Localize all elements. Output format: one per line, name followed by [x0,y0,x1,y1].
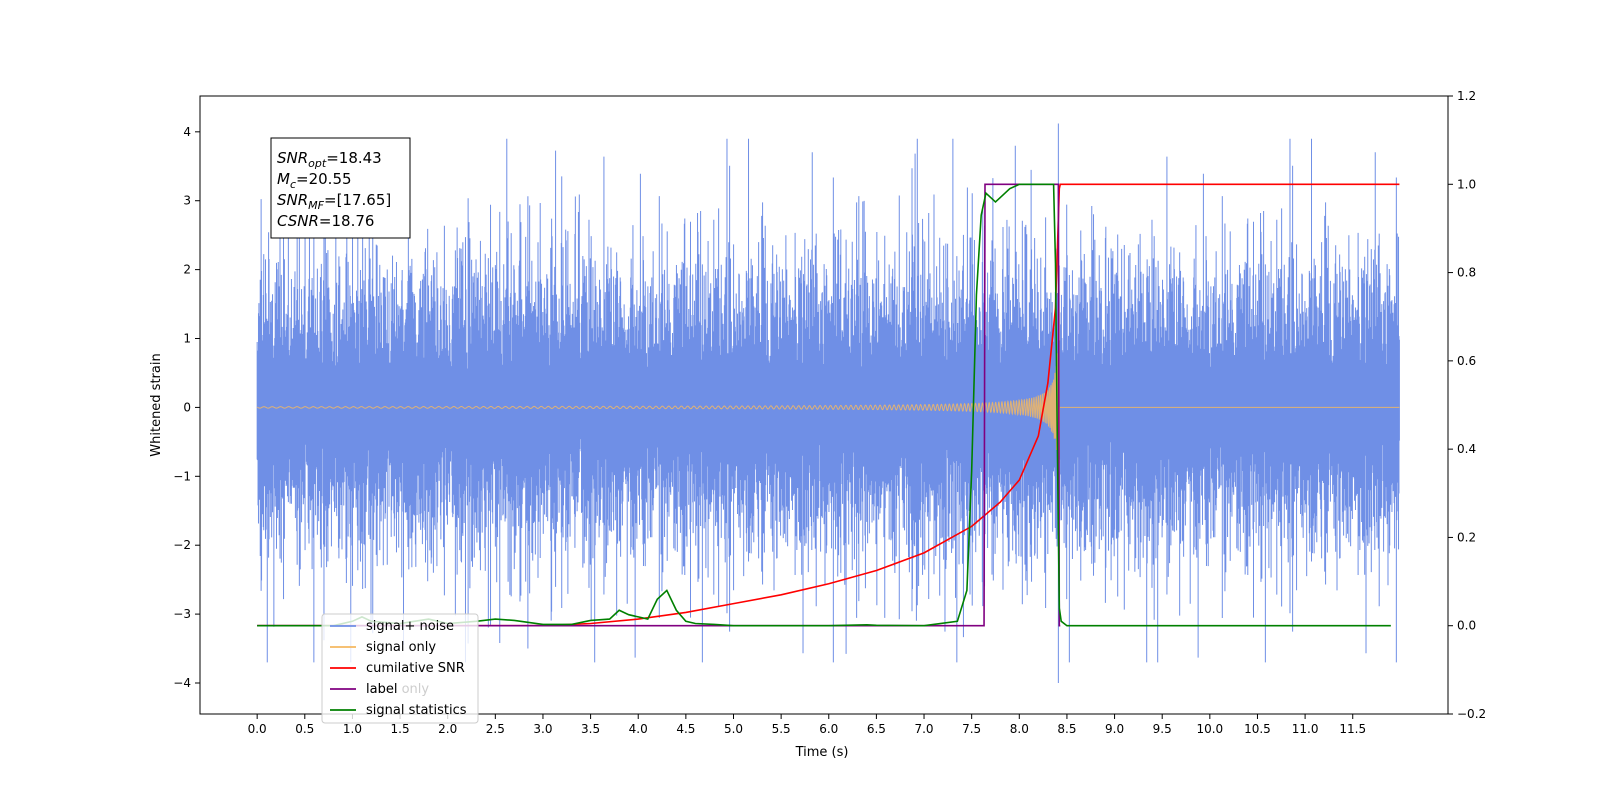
x-axis: 0.0 0.5 1.0 1.5 2.0 2.5 3.0 3.5 4.0 4.5 5.0 5.5 6.0 6… [248,714,1366,736]
y-axis-label: Whitened strain [149,353,164,456]
y2-tick-label: 0.0 [1457,619,1476,633]
series-signal-only [256,307,1400,488]
x-tick-label: 9.5 [1153,722,1172,736]
x-tick-label: 3.5 [581,722,600,736]
y-tick-label: −2 [173,538,191,552]
plot-frame [199,95,1449,715]
y-tick-label: 1 [183,332,191,346]
x-tick-label: 1.5 [391,722,410,736]
x-tick-label: 11.5 [1339,722,1366,736]
y-tick-label: 2 [183,263,191,277]
x-tick-label: 10.0 [1196,722,1223,736]
x-tick-label: 1.0 [343,722,362,736]
x-tick-label: 10.5 [1244,722,1271,736]
y-tick-label: 0 [183,400,191,414]
legend: label only signal+ noise signal only cumila… [321,613,479,724]
y-tick-label: −3 [173,607,191,621]
legend-label: signal only [366,640,436,655]
x-tick-label: 4.5 [676,722,695,736]
y-tick-label: 3 [183,194,191,208]
y-tick-label: −1 [173,469,191,483]
y2-tick-label: 0.2 [1457,530,1476,544]
x-tick-label: 0.5 [295,722,314,736]
x-tick-label: 7.0 [914,722,933,736]
annotation-line: SNRMF=[17.65] [277,191,391,212]
x-tick-label: 4.0 [629,722,648,736]
y2-tick-label: 0.6 [1457,354,1476,368]
legend-label: cumilative SNR [366,661,465,676]
annotation-line: Mc=20.55 [277,170,352,191]
x-tick-label: 3.0 [533,722,552,736]
y-axis-left: 4 3 2 1 0 −1 −2 −3 −4 [173,125,200,690]
legend-label: signal statistics [366,703,467,718]
y2-tick-label: 1.2 [1457,89,1476,103]
annotation-line: SNRopt=18.43 [277,149,382,170]
y2-tick-label: 0.4 [1457,442,1476,456]
x-tick-label: 8.0 [1010,722,1029,736]
legend-label-ghost: label only [366,682,429,697]
annotation-frame [270,137,411,239]
y-tick-label: −4 [173,676,191,690]
x-tick-label: 2.5 [486,722,505,736]
x-tick-label: 0.0 [248,722,267,736]
legend-label: signal+ noise [366,619,454,634]
y2-tick-label: 0.8 [1457,266,1476,280]
x-tick-label: 11.0 [1292,722,1319,736]
y-tick-label: 4 [183,125,191,139]
y2-tick-label: −0.2 [1457,707,1486,721]
x-tick-label: 5.0 [724,722,743,736]
legend-frame [321,613,479,724]
parameter-annotation-box: SNRopt=18.43Mc=20.55SNRMF=[17.65]CSNR=18… [270,137,411,239]
x-tick-label: 7.5 [962,722,981,736]
annotation-line: CSNR=18.76 [277,212,374,230]
y-axis-right: 1.2 1.0 0.8 0.6 0.4 0.2 0.0 −0.2 [1448,89,1486,721]
x-axis-label: Time (s) [795,745,849,760]
x-tick-label: 2.0 [438,722,457,736]
x-tick-label: 6.5 [867,722,886,736]
legend-label: label [366,682,397,697]
x-tick-label: 9.0 [1105,722,1124,736]
x-tick-label: 6.0 [819,722,838,736]
x-tick-label: 8.5 [1057,722,1076,736]
x-tick-label: 5.5 [772,722,791,736]
y2-tick-label: 1.0 [1457,177,1476,191]
